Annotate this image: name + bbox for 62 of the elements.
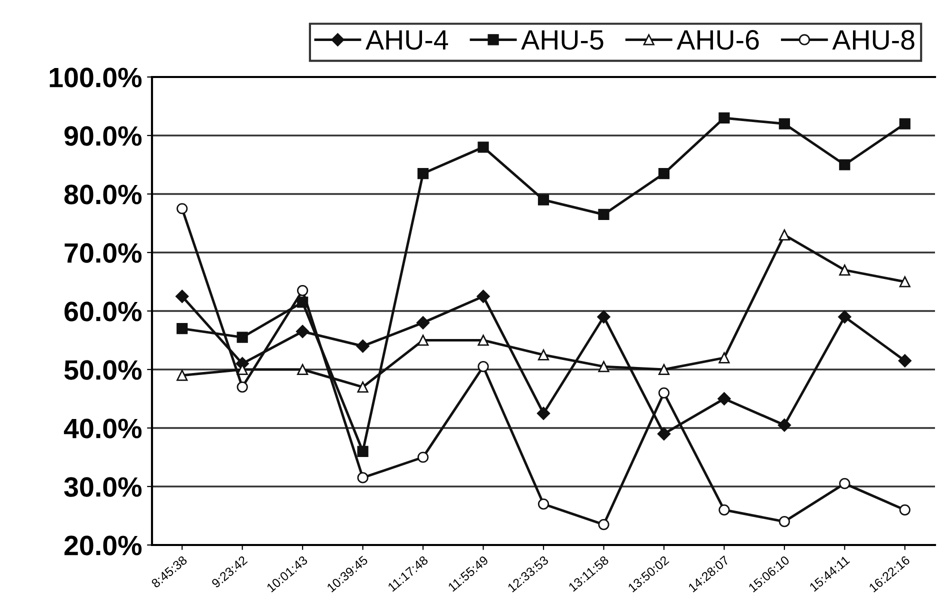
point	[176, 203, 188, 214]
point	[417, 452, 429, 463]
point	[598, 208, 610, 220]
point	[176, 290, 189, 303]
point	[658, 168, 670, 180]
point	[658, 364, 670, 376]
point	[297, 284, 308, 296]
point	[839, 159, 850, 170]
point	[839, 478, 850, 490]
point	[598, 361, 610, 372]
y-tick-label: 30.0%	[64, 477, 142, 497]
point	[778, 418, 792, 432]
point	[778, 516, 790, 528]
point	[176, 370, 188, 381]
point	[538, 194, 550, 206]
point	[538, 349, 550, 360]
legend-label: AHU-5	[521, 30, 604, 50]
point	[597, 310, 610, 324]
legend-label: AHU-6	[676, 30, 759, 50]
point	[357, 446, 368, 457]
point	[538, 498, 550, 510]
point	[838, 310, 852, 324]
point	[357, 472, 368, 484]
point	[718, 112, 730, 124]
point	[296, 324, 310, 338]
point	[718, 352, 730, 364]
point	[417, 168, 429, 180]
point	[657, 427, 671, 440]
y-tick-label: 50.0%	[64, 360, 142, 380]
point	[176, 322, 188, 334]
point	[416, 316, 430, 330]
point	[598, 518, 610, 530]
y-tick-label: 70.0%	[64, 243, 142, 263]
point	[718, 392, 731, 406]
y-tick-label: 60.0%	[64, 302, 142, 322]
y-tick-label: 80.0%	[64, 184, 142, 204]
y-tick-label: 90.0%	[64, 126, 142, 146]
y-tick-label: 100.0%	[50, 68, 142, 88]
point	[899, 276, 910, 288]
point	[898, 354, 912, 368]
point	[839, 264, 850, 276]
point	[356, 340, 370, 353]
y-tick-label: 20.0%	[64, 536, 142, 556]
point	[899, 118, 910, 130]
point	[658, 387, 670, 398]
point	[478, 334, 489, 346]
point	[778, 229, 790, 241]
y-tick-label: 40.0%	[64, 418, 142, 438]
point	[236, 332, 248, 343]
point	[357, 381, 368, 393]
point	[417, 334, 429, 346]
point	[236, 381, 248, 393]
legend-label: AHU-4	[366, 30, 448, 50]
point	[536, 406, 550, 420]
legend-label: AHU-8	[832, 30, 914, 50]
point	[476, 290, 490, 303]
point	[297, 364, 308, 376]
point	[718, 504, 730, 516]
point	[778, 118, 790, 130]
point	[478, 142, 489, 153]
point	[899, 504, 910, 516]
point	[478, 361, 489, 372]
